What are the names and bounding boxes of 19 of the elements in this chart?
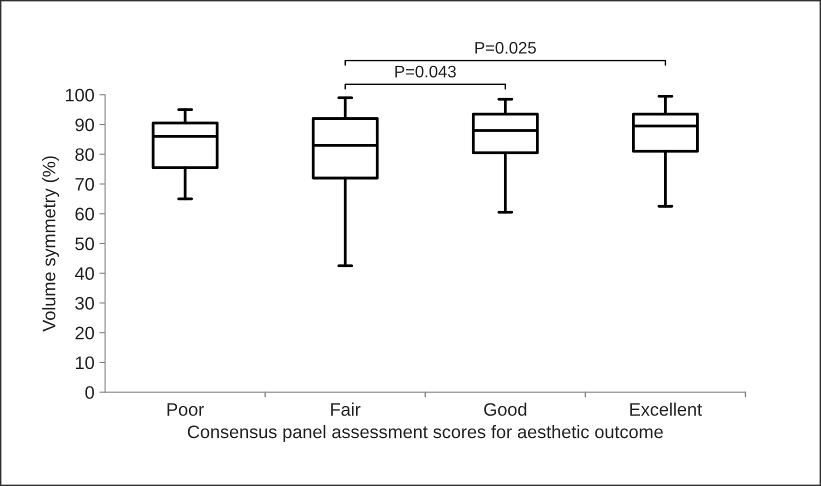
x-tick-label: Excellent: [630, 402, 702, 416]
y-tick-label: 80: [75, 148, 94, 161]
y-tick-label: 100: [66, 88, 94, 102]
y-tick-label: 0: [85, 386, 94, 399]
y-axis-title: Volume symmetry (%): [42, 156, 59, 332]
x-tick-label: Good: [484, 402, 526, 416]
y-tick-label: 50: [75, 237, 94, 250]
y-tick-label: 30: [75, 296, 94, 310]
y-tick-label: 40: [75, 267, 94, 280]
y-tick-label: 90: [75, 118, 94, 132]
x-tick-label: Poor: [168, 403, 204, 416]
y-tick-label: 60: [76, 208, 94, 220]
y-tick-label: 20: [76, 326, 94, 340]
y-tick-label: 70: [76, 178, 94, 191]
x-tick-label: Fair: [331, 402, 360, 416]
x-axis-title: Consensus panel assessment scores for aesthetic outcome: [188, 425, 663, 442]
y-tick-label: 10: [76, 356, 94, 370]
text: P=0.025: [475, 42, 536, 54]
text: P=0.043: [395, 66, 456, 78]
